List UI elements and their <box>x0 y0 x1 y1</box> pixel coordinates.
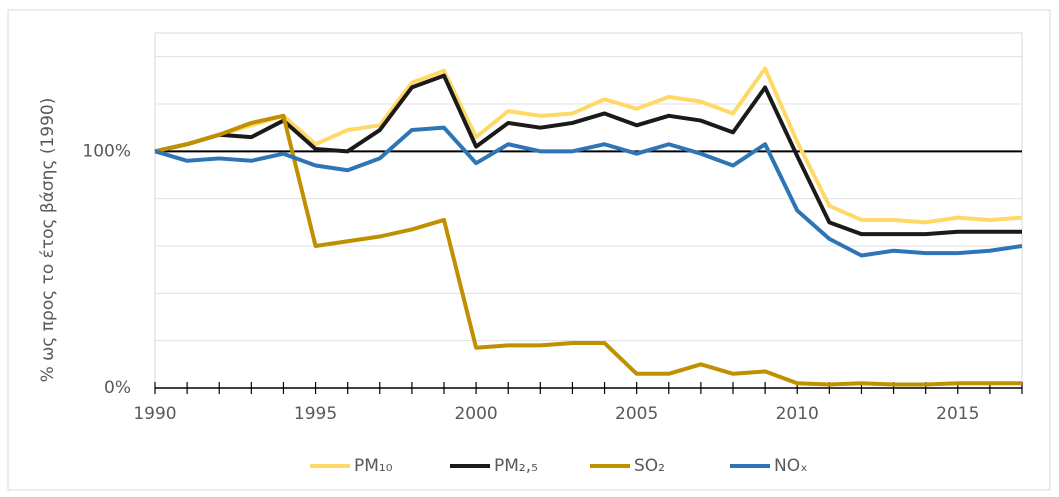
data-line <box>154 113 1022 387</box>
x-tick-label: 1990 <box>133 404 176 424</box>
data-line <box>154 66 1023 225</box>
chart-frame <box>7 9 1051 491</box>
y-tick-label: 0% <box>104 378 131 398</box>
y-axis-label: % ως προς το έτος βάσης (1990) <box>38 98 58 383</box>
x-tick-label: 2000 <box>454 404 497 424</box>
data-line <box>154 125 1023 258</box>
x-tick-label: 2005 <box>615 404 658 424</box>
x-tick-label: 2010 <box>776 404 819 424</box>
x-tick-label: 2015 <box>936 404 979 424</box>
legend-label: SO₂ <box>634 456 665 476</box>
x-tick-label: 1995 <box>294 404 337 424</box>
legend-label: PM₁₀ <box>354 456 393 476</box>
legend-label: NOₓ <box>774 456 808 476</box>
data-line <box>154 73 1022 237</box>
legend-label: PM₂,₅ <box>494 456 538 476</box>
y-tick-label: 100% <box>82 141 131 161</box>
